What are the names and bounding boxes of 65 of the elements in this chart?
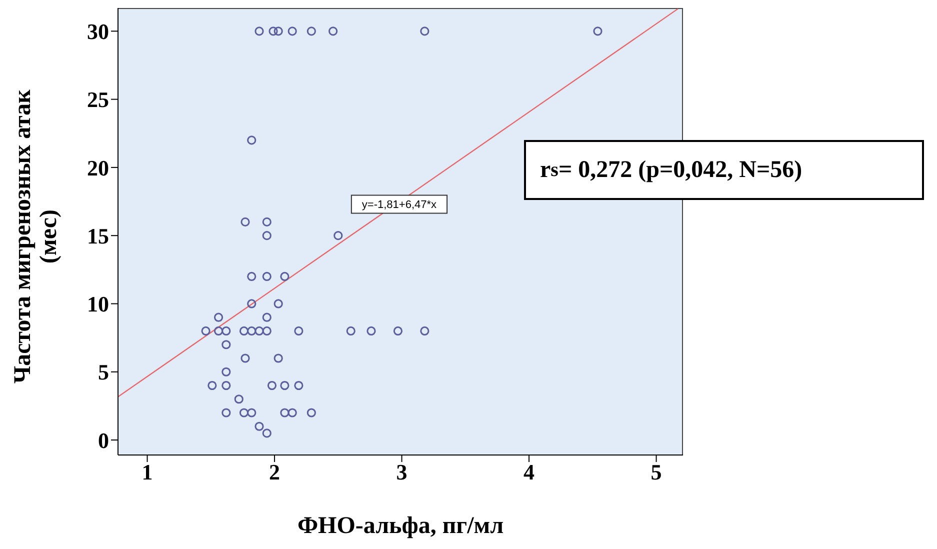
point	[208, 380, 217, 390]
y-axis-title: Частота мигренозных атак (мес)	[10, 89, 62, 384]
x-tick-label: 2	[269, 460, 280, 485]
point	[306, 408, 316, 418]
point	[306, 26, 316, 36]
point	[288, 408, 297, 418]
y-tick-label: 15	[87, 223, 109, 248]
point	[262, 428, 272, 438]
y-tick-label: 20	[87, 155, 109, 180]
point	[222, 408, 231, 418]
point	[222, 326, 231, 336]
point	[346, 326, 356, 336]
point	[274, 26, 283, 36]
point	[247, 408, 256, 418]
y-tick-label: 30	[87, 18, 109, 44]
point	[280, 380, 290, 390]
point	[294, 380, 304, 390]
point	[239, 408, 249, 418]
point	[247, 136, 256, 145]
point	[239, 326, 249, 336]
point	[280, 408, 290, 418]
annotation: y=-1,81+6,47*x	[362, 199, 438, 212]
point	[234, 394, 244, 404]
y-tick-label: 5	[98, 360, 109, 385]
y-tick-label: 0	[98, 428, 109, 453]
x-tick-label: 5	[650, 460, 662, 485]
point	[420, 26, 430, 36]
point	[247, 299, 256, 308]
point	[262, 326, 272, 336]
point	[262, 272, 272, 282]
point	[294, 326, 304, 336]
point	[593, 26, 602, 36]
point	[247, 326, 256, 336]
point	[393, 326, 403, 336]
point	[328, 26, 338, 36]
x-tick-label: 1	[142, 460, 153, 485]
point	[267, 380, 277, 390]
point	[334, 231, 343, 240]
point	[366, 326, 376, 336]
x-tick-label: 4	[524, 460, 535, 485]
x-axis-title: ФНО-альфа, пг/мл	[297, 513, 504, 539]
point	[222, 367, 231, 376]
point	[262, 312, 272, 322]
point	[247, 272, 256, 282]
point	[222, 340, 231, 350]
point	[268, 26, 278, 36]
point	[274, 299, 283, 308]
point	[201, 326, 210, 336]
point	[288, 26, 297, 36]
point	[214, 326, 224, 336]
point	[222, 380, 231, 390]
point	[262, 217, 272, 227]
point	[274, 354, 283, 363]
point	[240, 217, 250, 227]
point	[214, 312, 224, 322]
point	[254, 26, 264, 36]
x-tick-label: 3	[396, 460, 408, 485]
point	[420, 326, 430, 336]
point	[240, 354, 250, 363]
point	[280, 272, 290, 282]
y-tick-label: 25	[87, 87, 109, 112]
y-tick-label: 10	[87, 292, 109, 317]
point	[254, 326, 264, 336]
point	[262, 231, 272, 240]
point	[254, 422, 264, 431]
